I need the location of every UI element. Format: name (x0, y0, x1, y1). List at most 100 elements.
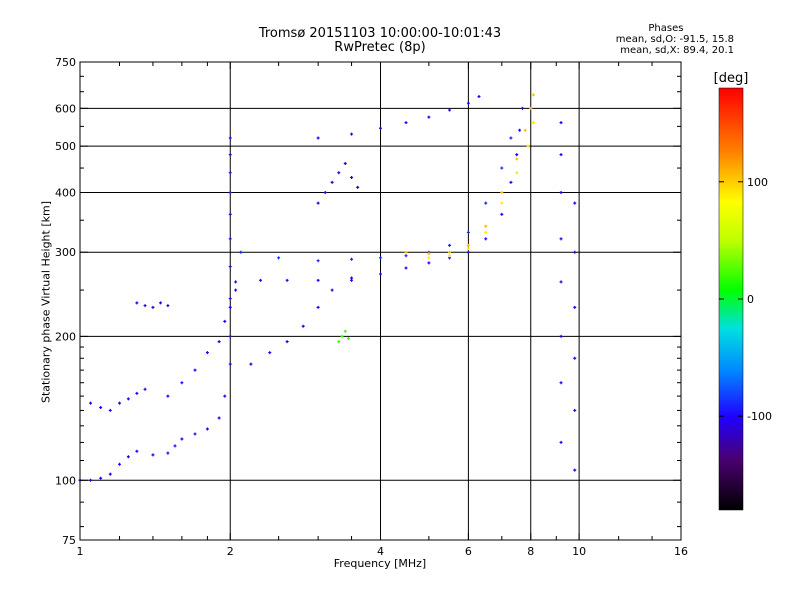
y-tick-label: 750 (55, 56, 76, 69)
phase-stats: Phases mean, sd,O: -91.5, 15.8 mean, sd,… (616, 23, 734, 56)
data-point (205, 427, 209, 431)
data-point (477, 95, 481, 99)
data-point (99, 405, 103, 409)
data-point (330, 288, 334, 292)
data-point (509, 180, 513, 184)
data-point (166, 451, 170, 455)
data-point (316, 259, 320, 263)
x-tick-label: 6 (465, 545, 472, 558)
data-point (379, 256, 382, 260)
data-point (356, 185, 360, 189)
data-point (228, 136, 232, 140)
data-point (285, 340, 289, 344)
data-point (518, 128, 522, 132)
data-point (234, 280, 238, 284)
x-tick-label: 4 (377, 545, 384, 558)
data-point (448, 108, 452, 112)
data-point (500, 190, 504, 194)
data-point (559, 334, 563, 338)
data-point (484, 224, 488, 228)
data-point (500, 166, 504, 170)
data-point (343, 161, 347, 165)
data-point (520, 106, 524, 110)
data-point (301, 324, 305, 328)
data-point (427, 261, 431, 265)
data-point (277, 256, 281, 260)
data-point (559, 121, 563, 125)
data-points (78, 93, 577, 482)
data-point (228, 362, 232, 366)
colorbar-unit-label: [deg] (714, 71, 749, 86)
x-tick-label: 2 (227, 545, 234, 558)
data-point (173, 444, 177, 448)
data-point (228, 237, 232, 241)
data-point (559, 381, 563, 385)
data-point (228, 212, 232, 216)
data-point (239, 250, 243, 254)
data-point (448, 254, 452, 258)
data-point (559, 153, 563, 157)
data-point (166, 304, 170, 308)
data-point (126, 397, 130, 401)
data-point (228, 190, 232, 194)
data-point (404, 121, 408, 125)
data-point (143, 387, 147, 391)
colorbar-tick-label: 0 (747, 293, 754, 306)
colorbar-tick-label: -100 (747, 410, 772, 423)
data-point (573, 356, 577, 360)
data-point (466, 243, 470, 247)
data-point (515, 157, 519, 161)
colorbar-tick-label: 100 (747, 176, 768, 189)
data-point (448, 250, 452, 254)
data-point (573, 201, 577, 205)
data-point (484, 237, 488, 241)
data-point (523, 128, 527, 132)
data-point (350, 132, 354, 136)
data-point (350, 175, 354, 179)
data-point (404, 266, 408, 270)
data-point (343, 329, 347, 333)
data-point (559, 280, 563, 284)
data-point (151, 453, 155, 457)
data-point (573, 305, 577, 309)
data-point (228, 305, 232, 309)
data-point (316, 201, 320, 205)
y-tick-label: 600 (55, 102, 76, 115)
phase-stats-o-line: mean, sd,O: -91.5, 15.8 (615, 34, 734, 45)
data-point (427, 252, 431, 256)
data-point (223, 394, 227, 398)
y-tick-label: 100 (55, 474, 76, 487)
data-point (268, 351, 272, 355)
data-point (529, 106, 533, 110)
data-point (143, 304, 147, 308)
data-point (350, 257, 354, 261)
data-point (573, 250, 577, 254)
data-point (259, 278, 263, 282)
data-point (205, 351, 209, 355)
data-point (484, 230, 488, 234)
x-tick-label: 10 (572, 545, 586, 558)
data-point (166, 394, 170, 398)
data-point (484, 201, 488, 205)
grid-lines (80, 62, 681, 540)
y-tick-label: 200 (55, 330, 76, 343)
data-point (573, 408, 577, 412)
data-point (217, 340, 221, 344)
y-tick-label: 500 (55, 140, 76, 153)
data-point (234, 288, 238, 292)
data-point (316, 136, 320, 140)
data-point (89, 401, 93, 405)
data-point (89, 478, 93, 482)
data-point (180, 381, 184, 385)
data-point (466, 250, 470, 254)
data-point (99, 476, 103, 480)
axis-ticks: 1 2 4 6 8 10 16 75 100 200 300 400 500 600 750 (55, 56, 688, 558)
data-point (151, 305, 155, 309)
data-point (118, 401, 122, 405)
data-point (228, 297, 232, 301)
data-point (509, 136, 513, 140)
y-tick-label: 75 (62, 534, 76, 547)
data-point (135, 449, 139, 453)
data-point (228, 334, 232, 338)
